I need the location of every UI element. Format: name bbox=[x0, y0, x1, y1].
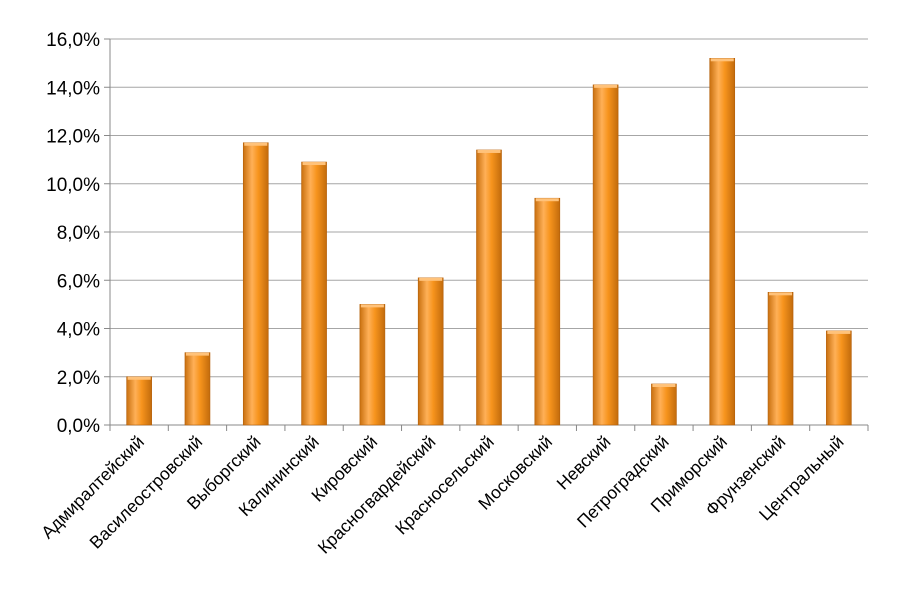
bar-cap bbox=[360, 304, 384, 308]
bar bbox=[359, 304, 386, 426]
bar bbox=[651, 383, 677, 426]
y-tick-label: 6,0% bbox=[57, 271, 100, 292]
bar-cap bbox=[244, 142, 268, 146]
bar bbox=[417, 277, 444, 426]
bar bbox=[592, 84, 619, 426]
bar-cap bbox=[710, 58, 734, 62]
bar bbox=[126, 376, 152, 426]
bar bbox=[826, 330, 852, 426]
bar-cap bbox=[419, 277, 443, 281]
y-tick-label: 4,0% bbox=[57, 320, 100, 341]
bar-cap bbox=[185, 352, 209, 356]
bar-cap bbox=[535, 198, 559, 202]
x-category-labels: АдмиралтейскийВасилеостровскийВыборгский… bbox=[37, 432, 847, 558]
bar bbox=[184, 352, 211, 426]
y-tick-label: 12,0% bbox=[46, 127, 100, 148]
y-tick-label: 2,0% bbox=[57, 368, 100, 389]
y-tick-label: 0,0% bbox=[57, 416, 100, 437]
bar bbox=[242, 142, 269, 426]
y-tick-label: 14,0% bbox=[46, 78, 100, 99]
bar-cap bbox=[652, 383, 676, 387]
y-tick-label: 10,0% bbox=[46, 175, 100, 196]
bar-cap bbox=[302, 162, 326, 166]
x-category-label: Василеостровский bbox=[85, 432, 206, 553]
y-tick-label: 8,0% bbox=[57, 223, 100, 244]
y-tick-labels: 0,0% 2,0% 4,0% 6,0% 8,0% 10,0% 12,0% 14,0% 16,0% bbox=[46, 30, 100, 437]
bar bbox=[709, 57, 736, 426]
y-tick-label: 16,0% bbox=[46, 30, 100, 51]
bar bbox=[301, 161, 327, 426]
x-category-label: Адмиралтейский bbox=[37, 432, 148, 543]
bar-cap bbox=[594, 84, 618, 88]
bar bbox=[534, 197, 561, 426]
bar bbox=[767, 292, 794, 426]
bars bbox=[126, 57, 852, 426]
x-category-label: Красносельский bbox=[391, 432, 498, 539]
bar bbox=[476, 149, 502, 426]
bar-cap bbox=[769, 292, 793, 296]
bar-cap bbox=[127, 376, 151, 380]
bar-cap bbox=[827, 330, 851, 334]
bar-cap bbox=[477, 149, 501, 153]
